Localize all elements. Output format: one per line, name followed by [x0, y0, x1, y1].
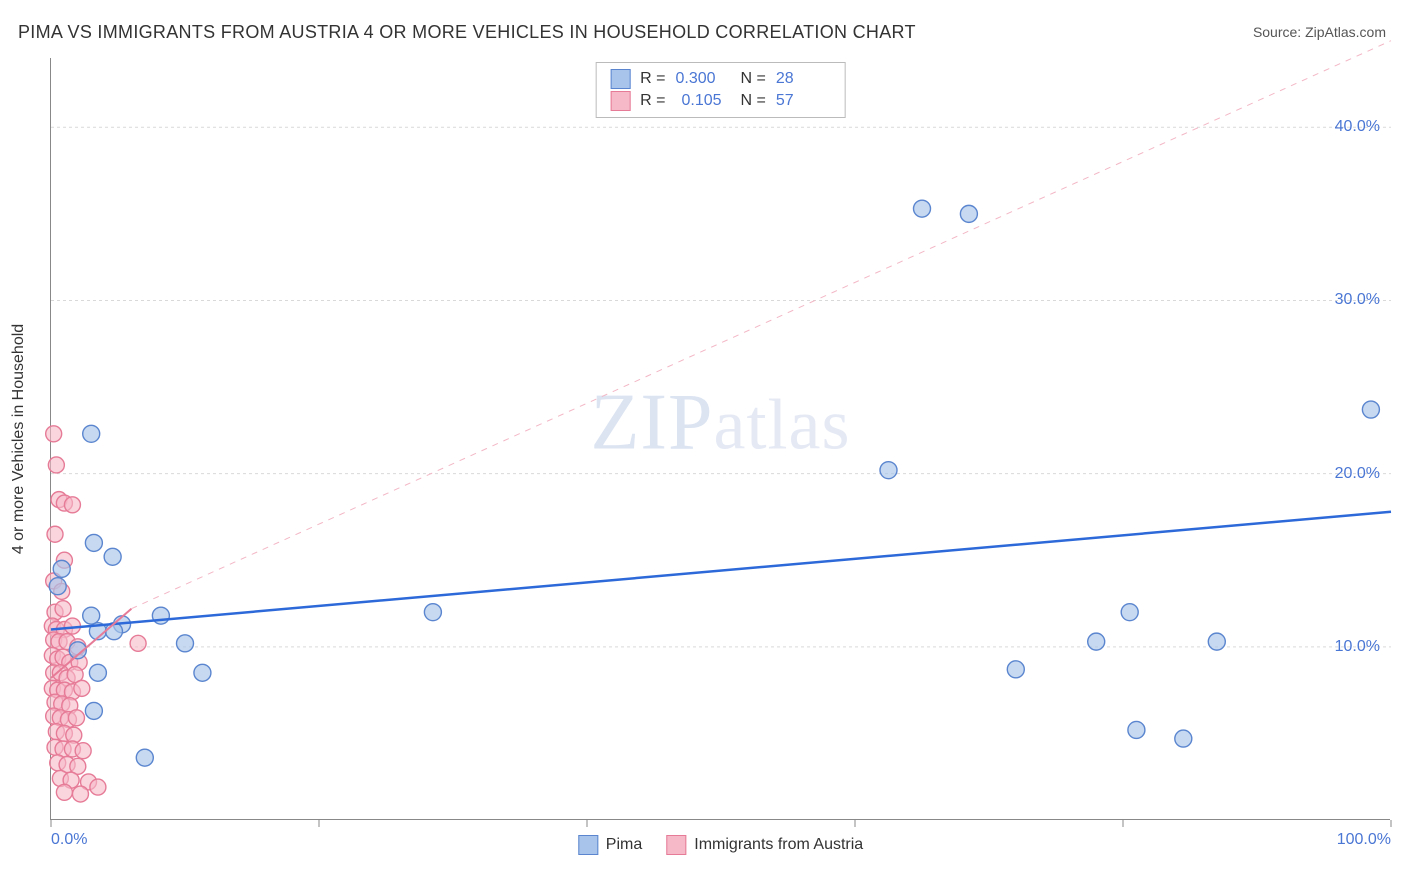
n-label: N = [741, 70, 766, 88]
y-tick-label: 20.0% [1335, 465, 1380, 483]
y-axis-label: 4 or more Vehicles in Household [10, 323, 28, 553]
data-point-pima [104, 548, 121, 565]
r-value-austria: 0.105 [676, 92, 731, 110]
data-point-austria [64, 497, 80, 513]
swatch-austria [610, 91, 630, 111]
data-point-pima [1175, 730, 1192, 747]
data-point-pima [89, 664, 106, 681]
legend-item-austria: Immigrants from Austria [666, 835, 863, 855]
data-point-austria [56, 784, 72, 800]
data-point-austria [68, 710, 84, 726]
x-tick-label: 100.0% [1337, 831, 1391, 849]
data-point-pima [960, 205, 977, 222]
data-point-austria [75, 743, 91, 759]
data-point-austria [46, 426, 62, 442]
data-point-pima [1121, 604, 1138, 621]
r-label: R = [640, 70, 665, 88]
y-tick-label: 10.0% [1335, 638, 1380, 656]
swatch-pima [610, 69, 630, 89]
chart-title: PIMA VS IMMIGRANTS FROM AUSTRIA 4 OR MOR… [18, 22, 916, 43]
stats-row-pima: R = 0.300 N = 28 [610, 68, 831, 90]
data-point-pima [1088, 633, 1105, 650]
legend-item-pima: Pima [578, 835, 642, 855]
data-point-austria [55, 601, 71, 617]
data-point-pima [177, 635, 194, 652]
legend-label-austria: Immigrants from Austria [694, 836, 863, 854]
trend-line-pima [51, 512, 1391, 630]
data-point-pima [83, 425, 100, 442]
y-tick-label: 30.0% [1335, 291, 1380, 309]
data-point-pima [85, 534, 102, 551]
legend-swatch-austria [666, 835, 686, 855]
data-point-austria [48, 457, 64, 473]
data-point-pima [53, 560, 70, 577]
n-value-pima: 28 [776, 70, 831, 88]
data-point-pima [880, 462, 897, 479]
data-point-pima [136, 749, 153, 766]
r-label-2: R = [640, 92, 665, 110]
n-label-2: N = [741, 92, 766, 110]
plot-canvas [51, 58, 1390, 819]
data-point-pima [194, 664, 211, 681]
scatter-plot: ZIPatlas 4 or more Vehicles in Household… [50, 58, 1390, 820]
y-tick-label: 40.0% [1335, 118, 1380, 136]
legend-label-pima: Pima [606, 836, 642, 854]
data-point-pima [85, 702, 102, 719]
data-point-pima [1362, 401, 1379, 418]
n-value-austria: 57 [776, 92, 831, 110]
data-point-austria [90, 779, 106, 795]
trend-extension-austria [131, 41, 1391, 609]
data-point-austria [47, 526, 63, 542]
data-point-austria [72, 786, 88, 802]
data-point-pima [914, 200, 931, 217]
data-point-pima [1208, 633, 1225, 650]
data-point-pima [49, 578, 66, 595]
data-point-pima [424, 604, 441, 621]
source-credit: Source: ZipAtlas.com [1253, 24, 1386, 40]
data-point-pima [1007, 661, 1024, 678]
x-tick-label: 0.0% [51, 831, 87, 849]
data-point-austria [130, 635, 146, 651]
stats-legend: R = 0.300 N = 28 R = 0.105 N = 57 [595, 62, 846, 118]
legend-swatch-pima [578, 835, 598, 855]
data-point-pima [1128, 721, 1145, 738]
r-value-pima: 0.300 [676, 70, 731, 88]
stats-row-austria: R = 0.105 N = 57 [610, 90, 831, 112]
data-point-austria [74, 680, 90, 696]
series-legend: Pima Immigrants from Austria [578, 835, 863, 855]
data-point-pima [83, 607, 100, 624]
